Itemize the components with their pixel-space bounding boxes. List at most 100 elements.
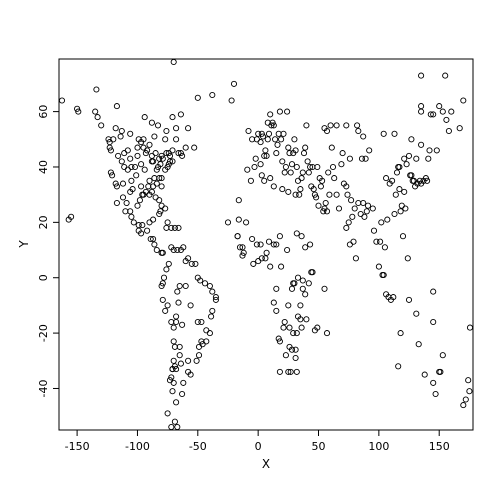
data-point [401,188,408,195]
data-point [292,191,299,198]
data-point [236,244,244,251]
data-point [352,255,359,262]
data-point [185,368,192,375]
data-point [261,152,268,159]
data-point [171,224,178,231]
data-point [170,58,177,66]
data-point [224,219,232,226]
data-point [121,150,128,157]
data-point [275,335,282,342]
data-point [150,158,157,165]
data-point [160,274,168,281]
data-point [192,260,199,267]
data-point [156,175,163,182]
data-point [163,266,170,273]
data-point [147,235,154,243]
data-point [361,213,368,220]
data-point [272,136,279,143]
data-point [317,183,324,190]
data-point [158,175,165,182]
data-point [162,307,169,314]
data-point [354,122,361,129]
data-point [421,371,428,378]
data-point [163,224,170,231]
data-point [162,136,169,143]
data-point [263,249,270,256]
data-point [348,197,355,204]
data-point [291,136,298,143]
data-point [273,285,280,292]
data-point [164,219,171,226]
data-point [323,330,331,337]
data-point [180,379,187,386]
data-point [194,94,201,101]
data-point [158,183,165,190]
data-point [257,241,264,248]
data-point [276,233,283,240]
data-point [156,210,163,218]
plot-frame [58,58,474,431]
data-point [270,183,277,190]
data-point [240,249,247,256]
data-point [106,144,113,151]
data-point [278,136,285,143]
data-point [187,302,194,309]
data-point [152,194,159,201]
data-point [298,324,305,331]
data-point [278,263,285,270]
data-point [309,269,316,276]
data-point [174,288,181,295]
data-point [206,282,213,290]
data-point [119,180,127,187]
data-point [380,130,387,137]
data-point [427,111,434,118]
data-point [168,318,175,326]
data-point [302,291,309,298]
data-point [293,368,300,375]
data-point [117,133,124,140]
data-point [369,205,376,212]
data-point [265,238,273,245]
data-point [287,169,294,176]
data-point [293,230,300,237]
data-point [130,219,137,226]
data-point [310,186,317,193]
data-point [328,144,335,151]
data-point [239,252,246,259]
data-point [284,108,291,115]
data-point [397,330,404,337]
data-point [315,202,322,209]
data-point [159,249,166,256]
data-point [415,341,422,348]
data-point [153,180,160,187]
data-point [314,324,321,331]
data-point [150,216,157,223]
data-point [179,152,186,159]
data-point [164,410,171,417]
data-point [175,224,182,231]
x-axis: -150 -100 -50 0 50 100 150 [65,430,450,453]
data-point [333,122,340,129]
data-point [146,177,153,184]
data-point [182,144,189,151]
data-point [168,423,175,431]
data-point [157,161,164,168]
data-point [148,119,155,126]
data-point [255,130,262,137]
x-tick-label: 50 [312,440,326,453]
data-point [345,219,352,226]
data-point [366,147,373,154]
data-point [430,379,437,386]
data-point [284,246,291,254]
data-point [146,141,153,148]
data-point [144,147,151,154]
data-point [118,127,125,135]
data-point [430,318,437,326]
data-point [235,216,242,223]
data-point [245,127,252,135]
data-point [113,199,120,207]
data-point [331,175,338,182]
data-point [264,136,271,143]
data-point [115,152,122,159]
data-point [253,241,260,248]
